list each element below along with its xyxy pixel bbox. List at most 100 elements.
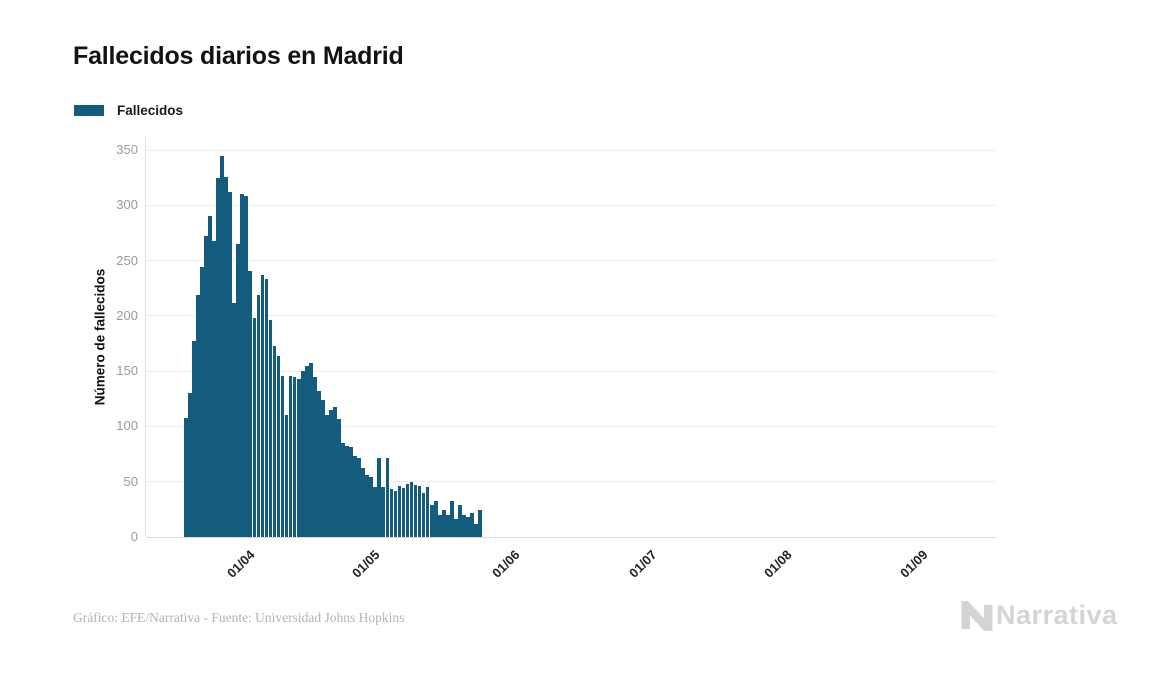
bar-28-05[interactable] <box>470 512 474 537</box>
bar-11-04[interactable] <box>280 375 285 537</box>
bar-05-05[interactable] <box>377 458 382 537</box>
bar-10-05[interactable] <box>397 486 402 537</box>
bar-14-05[interactable] <box>413 485 418 537</box>
x-tick-label-01-09: 01/09 <box>897 547 931 581</box>
bar-19-05[interactable] <box>433 500 438 537</box>
brand-name: Narrativa <box>996 600 1118 630</box>
bar-06-05[interactable] <box>381 487 386 537</box>
bar-29-03[interactable] <box>228 192 233 537</box>
bar-07-05[interactable] <box>385 458 390 537</box>
bar-22-03[interactable] <box>200 267 204 537</box>
bar-19-03[interactable] <box>188 393 192 537</box>
y-tick-label-350: 350 <box>116 142 138 157</box>
bar-27-05[interactable] <box>466 517 470 537</box>
y-axis-title: Número de fallecidos <box>92 268 108 406</box>
bar-15-04[interactable] <box>296 378 301 537</box>
bar-07-04[interactable] <box>264 279 269 537</box>
bar-13-05[interactable] <box>409 481 414 537</box>
bar-03-05[interactable] <box>369 477 374 537</box>
bar-01-05[interactable] <box>361 468 365 537</box>
bar-26-04[interactable] <box>341 443 345 537</box>
bar-17-05[interactable] <box>425 487 430 537</box>
y-tick-label-250: 250 <box>116 252 138 268</box>
bar-20-03[interactable] <box>192 341 196 537</box>
bar-02-04[interactable] <box>244 196 249 537</box>
bar-12-04[interactable] <box>284 415 289 537</box>
bar-18-05[interactable] <box>429 504 434 537</box>
bar-04-05[interactable] <box>373 487 378 537</box>
x-tick-label-01-05: 01/05 <box>349 547 383 581</box>
y-tick-label-100: 100 <box>116 418 138 434</box>
bar-30-03[interactable] <box>232 302 237 537</box>
bar-24-03[interactable] <box>208 216 212 537</box>
bar-13-04[interactable] <box>288 375 293 537</box>
bar-03-04[interactable] <box>248 270 253 537</box>
bar-21-03[interactable] <box>196 294 200 537</box>
gridline-y-200 <box>146 315 996 317</box>
bar-01-04[interactable] <box>240 194 245 537</box>
chart-title: Fallecidos diarios en Madrid <box>73 42 404 70</box>
legend-swatch <box>74 105 104 116</box>
legend-item-fallecidos[interactable]: Fallecidos <box>74 103 183 118</box>
bar-08-05[interactable] <box>389 489 394 537</box>
bar-23-04[interactable] <box>329 409 333 537</box>
bar-23-03[interactable] <box>204 236 208 537</box>
x-tick-label-01-07: 01/07 <box>626 547 660 581</box>
bar-09-05[interactable] <box>393 490 398 537</box>
bar-11-05[interactable] <box>401 488 406 537</box>
bar-22-05[interactable] <box>445 514 450 537</box>
bar-08-04[interactable] <box>268 320 273 537</box>
bar-16-05[interactable] <box>421 492 426 537</box>
bar-20-05[interactable] <box>437 514 442 537</box>
bar-04-04[interactable] <box>252 318 257 537</box>
bar-20-04[interactable] <box>316 391 321 537</box>
bar-24-04[interactable] <box>333 406 337 537</box>
bar-28-04[interactable] <box>349 447 353 537</box>
bar-21-05[interactable] <box>441 510 446 537</box>
gridline-y-150 <box>146 370 996 372</box>
bar-17-04[interactable] <box>304 365 309 537</box>
bar-06-04[interactable] <box>260 274 265 537</box>
bar-05-04[interactable] <box>256 294 261 537</box>
bar-26-05[interactable] <box>462 514 466 537</box>
source-credit: Gráfico: EFE/Narrativa - Fuente: Univers… <box>73 610 405 625</box>
bar-12-05[interactable] <box>405 483 410 537</box>
x-tick-label-01-06: 01/06 <box>489 547 523 581</box>
bar-09-04[interactable] <box>272 345 277 537</box>
bar-28-03[interactable] <box>224 176 228 537</box>
y-tick-label-150: 150 <box>116 363 138 379</box>
bar-24-05[interactable] <box>454 519 458 537</box>
bar-15-05[interactable] <box>417 486 422 537</box>
x-tick-label-01-04: 01/04 <box>224 547 258 581</box>
bar-27-03[interactable] <box>220 155 224 537</box>
bar-18-04[interactable] <box>308 363 313 537</box>
y-tick-label-300: 300 <box>116 197 138 213</box>
gridline-y-50 <box>146 481 996 483</box>
bar-02-05[interactable] <box>365 475 370 537</box>
bar-19-04[interactable] <box>312 376 317 537</box>
bar-25-05[interactable] <box>458 504 462 537</box>
bar-16-04[interactable] <box>300 371 305 537</box>
x-tick-label-01-08: 01/08 <box>761 547 795 581</box>
bar-26-03[interactable] <box>216 177 220 537</box>
bar-21-04[interactable] <box>321 399 325 537</box>
bar-29-05[interactable] <box>474 523 478 537</box>
bar-25-04[interactable] <box>337 418 341 537</box>
y-tick-label-50: 50 <box>123 473 138 489</box>
gridline-y-300 <box>146 204 996 206</box>
bar-18-03[interactable] <box>184 417 188 537</box>
bar-27-04[interactable] <box>345 446 349 537</box>
bar-30-04[interactable] <box>357 458 361 537</box>
bar-22-04[interactable] <box>325 415 329 537</box>
bar-10-04[interactable] <box>276 355 281 537</box>
bar-31-03[interactable] <box>236 243 241 537</box>
bar-14-04[interactable] <box>292 376 297 537</box>
y-tick-label-200: 200 <box>116 307 138 323</box>
bar-30-05[interactable] <box>478 510 482 537</box>
bar-23-05[interactable] <box>449 500 454 537</box>
legend-label: Fallecidos <box>117 103 184 118</box>
bar-29-04[interactable] <box>353 456 357 537</box>
narrativa-n-icon <box>961 600 993 631</box>
bar-25-03[interactable] <box>212 240 216 537</box>
